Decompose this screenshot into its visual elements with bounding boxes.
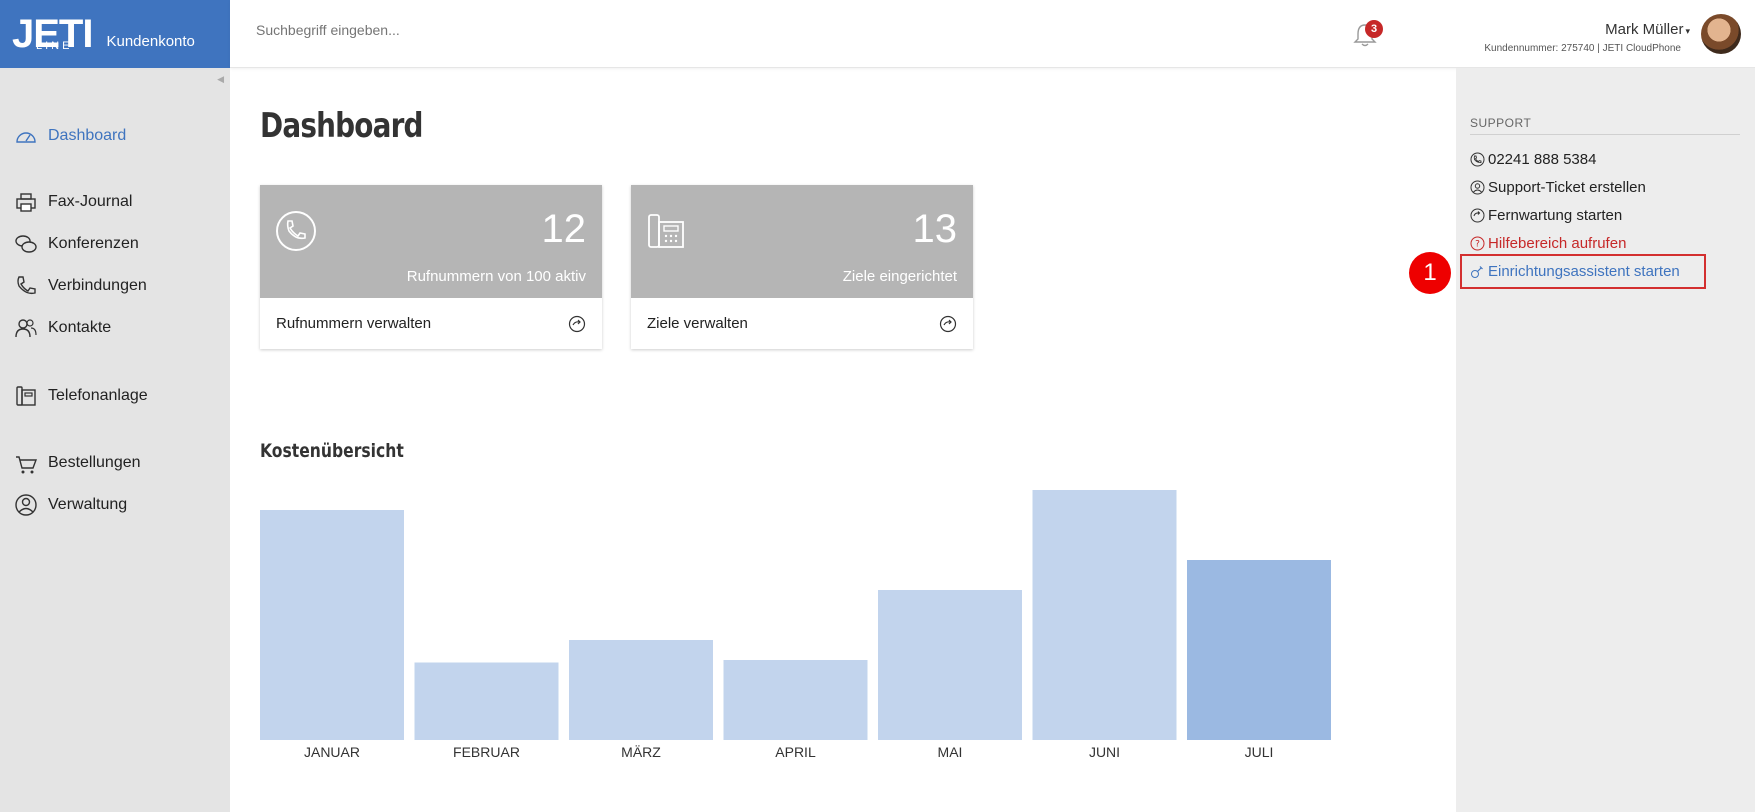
sidebar-item-verwaltung[interactable]: Verwaltung: [14, 493, 127, 517]
highlight-box: [1460, 254, 1706, 289]
support-phone[interactable]: 02241 888 5384: [1470, 151, 1596, 168]
phone-circle-icon: [276, 211, 316, 251]
rufnummern-verwalten-link[interactable]: Rufnummern verwalten: [260, 298, 602, 349]
avatar[interactable]: [1701, 14, 1741, 54]
x-tick-label: JULI: [1245, 744, 1274, 760]
caret-down-icon: ▾: [1685, 26, 1690, 36]
wrench-icon: [1471, 266, 1483, 278]
topbar: 3 Mark Müller▾ Kundennummer: 275740 | JE…: [230, 0, 1755, 68]
cost-chart: JANUAR FEBRUAR MÄRZ APRIL MAI JUNI JULI: [260, 490, 1331, 760]
cart-icon: [16, 456, 38, 474]
sidebar: ◀: [0, 68, 230, 812]
support-item-label: Hilfebereich aufrufen: [1488, 235, 1627, 252]
refresh-icon: [1470, 208, 1485, 223]
card-link-label: Rufnummern verwalten: [276, 315, 432, 332]
bar-mai[interactable]: [878, 590, 1022, 740]
speedometer-icon: [16, 132, 36, 143]
sidebar-item-label: Dashboard: [48, 127, 127, 144]
arrow-circle-icon: [568, 315, 586, 332]
step-badge: 1: [1409, 252, 1451, 294]
notification-badge[interactable]: 3: [1365, 20, 1383, 38]
sidebar-item-label: Konferenzen: [48, 235, 139, 252]
desk-phone-icon: [16, 386, 36, 406]
support-item-label: Fernwartung starten: [1488, 207, 1623, 224]
support-panel: SUPPORT: [1456, 68, 1755, 812]
question-circle-icon: ?: [1470, 236, 1485, 251]
support-ticket-link[interactable]: Support-Ticket erstellen: [1470, 179, 1646, 196]
support-heading: SUPPORT: [1470, 116, 1532, 130]
chat-bubbles-icon: [15, 235, 37, 253]
sidebar-item-telefonanlage[interactable]: Telefonanlage: [14, 384, 148, 408]
desk-phone-icon: [648, 214, 684, 248]
card-number: 13: [912, 207, 958, 251]
x-tick-label: APRIL: [775, 744, 816, 760]
x-tick-label: FEBRUAR: [453, 744, 520, 760]
divider: [1470, 134, 1740, 135]
fernwartung-link[interactable]: Fernwartung starten: [1470, 207, 1622, 224]
page-title: Dashboard: [260, 106, 423, 146]
bar-februar[interactable]: [414, 662, 559, 741]
bar-märz[interactable]: [569, 640, 713, 740]
einrichtungsassistent-link[interactable]: Einrichtungsassistent starten: [1470, 263, 1680, 280]
support-item-label: 02241 888 5384: [1488, 151, 1597, 168]
support-item-label: Einrichtungsassistent starten: [1488, 263, 1680, 280]
sidebar-item-kontakte[interactable]: Kontakte: [14, 316, 111, 340]
user-circle-icon: [15, 494, 37, 516]
card-ziele: 13 Ziele eingerichtet Ziele verwalten: [631, 185, 973, 349]
sidebar-item-label: Verwaltung: [48, 496, 128, 513]
support-item-label: Support-Ticket erstellen: [1488, 179, 1646, 196]
logo-text: JETI: [12, 12, 93, 56]
sidebar-item-label: Bestellungen: [48, 454, 141, 471]
bar-juni[interactable]: [1032, 490, 1177, 740]
users-icon: [15, 319, 37, 338]
search-input[interactable]: [256, 22, 656, 38]
phone-icon: [1470, 152, 1485, 167]
printer-icon: [16, 193, 36, 212]
card-number: 12: [541, 207, 587, 251]
collapse-sidebar-icon[interactable]: ◀: [217, 74, 224, 84]
user-name: Mark Müller: [1605, 21, 1684, 38]
sidebar-item-bestellungen[interactable]: Bestellungen: [14, 451, 141, 475]
bar-april[interactable]: [723, 660, 868, 740]
card-rufnummern: 12 Rufnummern von 100 aktiv Rufnummern v…: [260, 185, 602, 349]
chart-title: Kostenübersicht: [260, 440, 404, 462]
sidebar-item-label: Kontakte: [48, 319, 112, 336]
x-tick-label: MAI: [938, 744, 963, 760]
sidebar-item-label: Verbindungen: [48, 277, 147, 294]
sidebar-item-dashboard[interactable]: Dashboard: [14, 124, 126, 148]
user-meta: Kundennummer: 275740 | JETI CloudPhone: [1484, 43, 1681, 54]
logo[interactable]: JETI LINE Kundenkonto: [0, 0, 230, 68]
sidebar-item-verbindungen[interactable]: Verbindungen: [14, 274, 147, 298]
sidebar-item-label: Fax-Journal: [48, 193, 133, 210]
ziele-verwalten-link[interactable]: Ziele verwalten: [631, 298, 973, 349]
sidebar-item-konferenzen[interactable]: Konferenzen: [14, 232, 139, 256]
card-description: Ziele eingerichtet: [842, 268, 957, 285]
sidebar-item-label: Telefonanlage: [48, 387, 148, 404]
bar-januar[interactable]: [260, 510, 404, 740]
portal-label: Kundenkonto: [106, 32, 195, 50]
sidebar-item-fax-journal[interactable]: Fax-Journal: [14, 190, 132, 214]
card-link-label: Ziele verwalten: [647, 315, 748, 332]
hilfebereich-link[interactable]: ? Hilfebereich aufrufen: [1470, 235, 1626, 252]
bar-juli[interactable]: [1187, 560, 1331, 740]
user-menu[interactable]: Mark Müller ▾: [1605, 21, 1690, 38]
x-tick-label: JANUAR: [304, 744, 360, 760]
x-tick-label: JUNI: [1089, 744, 1120, 760]
phone-icon: [17, 276, 36, 295]
arrow-circle-icon: [939, 315, 957, 332]
logo-subtext: LINE: [36, 40, 73, 52]
x-tick-label: MÄRZ: [621, 744, 661, 760]
card-description: Rufnummern von 100 aktiv: [406, 268, 586, 285]
svg-text:?: ?: [1475, 240, 1480, 250]
user-circle-icon: [1470, 180, 1485, 195]
